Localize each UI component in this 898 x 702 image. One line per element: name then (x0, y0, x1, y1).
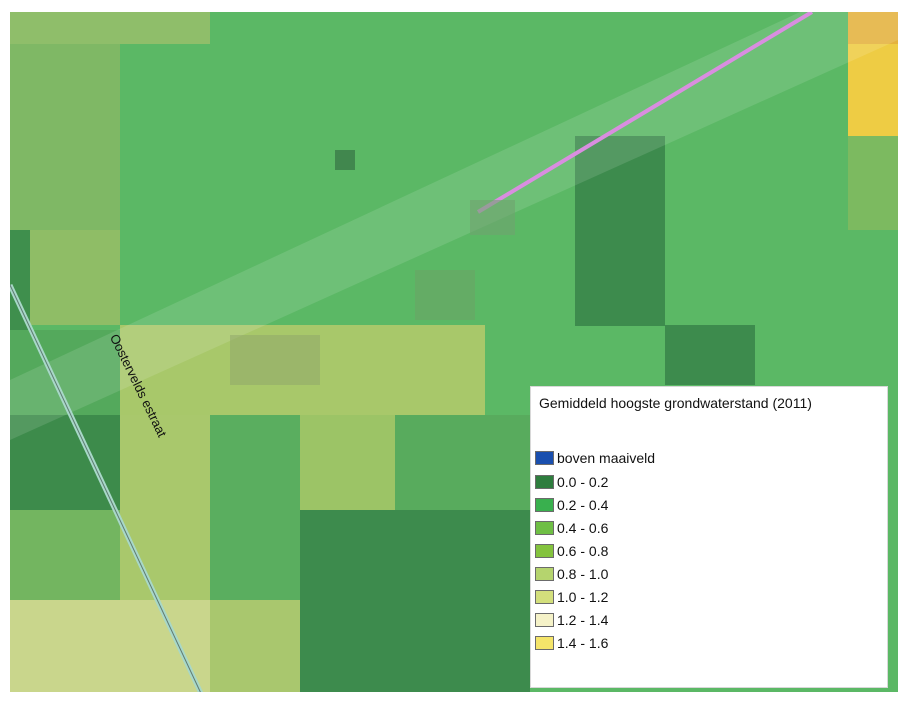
legend-label: 0.2 - 0.4 (557, 497, 609, 513)
raster-cell (30, 230, 120, 325)
building (415, 270, 475, 320)
legend-swatch (535, 544, 554, 558)
raster-cell (575, 136, 665, 326)
legend-item: 0.8 - 1.0 (535, 565, 608, 583)
legend-item: 0.2 - 0.4 (535, 496, 608, 514)
raster-cell (120, 415, 210, 600)
railway-edge (9, 284, 206, 702)
legend-panel: Gemiddeld hoogste grondwaterstand (2011)… (530, 386, 888, 688)
legend-item: 1.4 - 1.6 (535, 634, 608, 652)
legend-swatch (535, 613, 554, 627)
raster-cell (665, 325, 755, 385)
raster-cell (10, 415, 120, 510)
legend-label: 1.2 - 1.4 (557, 612, 609, 628)
map-frame-top (0, 0, 898, 12)
raster-cell (210, 600, 300, 692)
map-frame-left (0, 0, 10, 702)
building (335, 150, 355, 170)
legend-label: 1.0 - 1.2 (557, 589, 609, 605)
raster-cell (395, 415, 530, 510)
legend-label: 0.0 - 0.2 (557, 474, 609, 490)
legend-label: 1.4 - 1.6 (557, 635, 609, 651)
legend-swatch (535, 567, 554, 581)
building (230, 335, 320, 385)
legend-item: 1.0 - 1.2 (535, 588, 608, 606)
legend-item: 0.6 - 0.8 (535, 542, 608, 560)
raster-cell (848, 44, 898, 136)
raster-cell (10, 510, 120, 600)
raster-cell (300, 415, 395, 510)
legend-swatch (535, 636, 554, 650)
map-frame-bottom (0, 692, 898, 702)
road-band (10, 12, 898, 440)
legend-label: 0.8 - 1.0 (557, 566, 609, 582)
raster-cell (485, 510, 530, 692)
legend-item: boven maaiveld (535, 449, 655, 467)
legend-item: 1.2 - 1.4 (535, 611, 608, 629)
legend-label: 0.6 - 0.8 (557, 543, 609, 559)
legend-swatch (535, 451, 554, 465)
legend-label: 0.4 - 0.6 (557, 520, 609, 536)
legend-swatch (535, 475, 554, 489)
legend-title: Gemiddeld hoogste grondwaterstand (2011) (539, 395, 812, 411)
building (470, 200, 515, 235)
legend-swatch (535, 590, 554, 604)
legend-item: 0.4 - 0.6 (535, 519, 608, 537)
raster-cell (300, 510, 485, 692)
raster-cell (10, 230, 30, 330)
legend-label: boven maaiveld (557, 450, 656, 466)
raster-cell (10, 44, 120, 230)
raster-cell (848, 136, 898, 230)
raster-cell (848, 12, 898, 44)
raster-cell (10, 12, 210, 44)
legend-item: 0.0 - 0.2 (535, 473, 608, 491)
raster-cell (210, 415, 300, 600)
pipeline (476, 10, 814, 214)
legend-swatch (535, 498, 554, 512)
legend-swatch (535, 521, 554, 535)
